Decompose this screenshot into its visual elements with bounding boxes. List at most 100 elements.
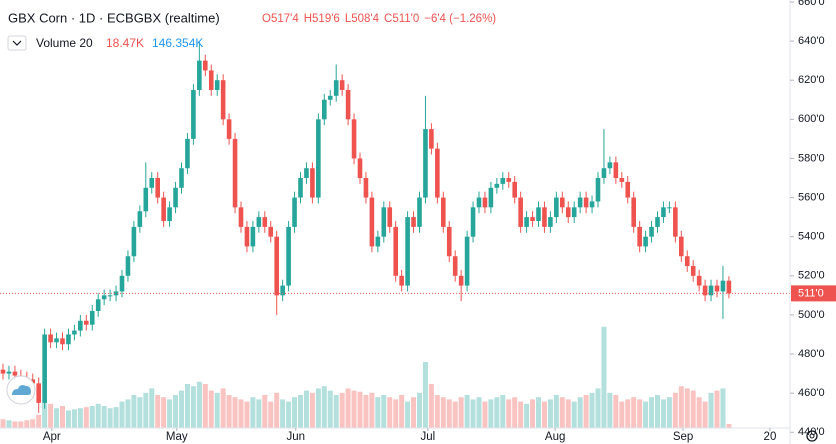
volume-bar xyxy=(393,399,399,428)
candle-body xyxy=(268,226,274,237)
candle-body xyxy=(405,217,410,286)
y-tick-label: 600'0 xyxy=(798,113,825,125)
candle-body xyxy=(220,80,226,120)
volume-bar xyxy=(214,392,220,428)
candle-body xyxy=(369,197,375,247)
candle-body xyxy=(173,187,178,208)
candle-body xyxy=(435,148,440,198)
volume-bar xyxy=(149,388,155,428)
candle-body xyxy=(333,80,339,96)
candle-body xyxy=(304,168,309,178)
volume-bar xyxy=(24,420,30,428)
volume-bar xyxy=(631,397,637,428)
candle-body xyxy=(702,285,708,296)
candle-body xyxy=(607,162,613,169)
quote-item: O517'4 xyxy=(262,13,299,25)
candle-body xyxy=(643,236,648,247)
volume-bar xyxy=(666,397,672,428)
volume-bar xyxy=(131,395,137,428)
volume-bar xyxy=(476,397,482,428)
volume-bar xyxy=(381,395,387,428)
candle-body xyxy=(179,168,184,188)
candle-body xyxy=(357,158,363,178)
candle-body xyxy=(131,226,137,257)
candle-body xyxy=(375,236,381,247)
volume-bar xyxy=(18,421,24,428)
candle-body xyxy=(119,275,125,292)
volume-bar xyxy=(256,399,262,428)
candle-body xyxy=(667,207,672,209)
volume-bar xyxy=(417,392,422,428)
candle-body xyxy=(661,207,666,218)
y-tick-label: 560'0 xyxy=(798,191,825,203)
candle-body xyxy=(149,177,155,188)
y-tick-label: 440'0 xyxy=(798,426,825,438)
settings-icon-core xyxy=(809,433,815,439)
candle-body xyxy=(274,236,279,296)
volume-bar xyxy=(36,414,42,428)
volume-bar xyxy=(155,395,161,428)
volume-bar xyxy=(702,401,708,428)
volume-bar xyxy=(643,401,649,428)
volume-bar xyxy=(30,419,36,428)
volume-bar xyxy=(232,397,238,428)
volume-bar xyxy=(89,406,95,428)
candle-body xyxy=(464,236,470,286)
candle-body xyxy=(310,168,315,198)
candle-body xyxy=(60,338,65,345)
volume-bar xyxy=(12,421,18,428)
candle-body xyxy=(381,207,387,237)
candle-body xyxy=(113,291,119,296)
volume-bar xyxy=(60,406,65,428)
volume-bar xyxy=(464,395,470,428)
candle-body xyxy=(78,320,83,331)
volume-bar xyxy=(422,362,428,428)
volume-bar xyxy=(250,397,256,428)
volume-bar xyxy=(684,388,690,428)
volume-bar xyxy=(173,395,179,428)
y-tick-label: 500'0 xyxy=(798,309,825,321)
volume-bar xyxy=(601,326,607,428)
volume-bar xyxy=(571,401,577,428)
volume-bar xyxy=(83,407,89,428)
candle-body xyxy=(167,207,172,222)
x-tick-label: Jul xyxy=(420,431,435,443)
volume-bar xyxy=(672,392,678,428)
volume-bar xyxy=(137,397,143,428)
settings-icon[interactable] xyxy=(806,430,818,442)
candle-body xyxy=(322,99,327,120)
candle-body xyxy=(571,207,577,218)
candle-body xyxy=(684,256,690,267)
candle-body xyxy=(524,217,529,227)
axes: 440'0 460'0 480'0 500'0 520'0 540'0 560'0 580'0… xyxy=(43,0,836,443)
candle-body xyxy=(625,181,631,198)
volume-bar xyxy=(446,399,452,428)
candle-body xyxy=(107,295,113,297)
y-tick-label: 640'0 xyxy=(798,35,825,47)
candle-body xyxy=(226,119,232,139)
volume-bar xyxy=(512,397,518,428)
volume-bar xyxy=(226,395,232,428)
candle-body xyxy=(613,162,619,178)
y-tick-label: 620'0 xyxy=(798,74,825,86)
collapse-button[interactable] xyxy=(7,35,27,51)
candle-body xyxy=(161,197,166,222)
candle-body xyxy=(518,197,523,227)
candle-body xyxy=(316,119,321,198)
candle-body xyxy=(631,197,636,227)
volume-bar xyxy=(292,397,298,428)
candle-body xyxy=(423,129,428,198)
candle-body xyxy=(482,197,488,208)
candle-body xyxy=(12,371,18,376)
volume-bar xyxy=(196,381,202,428)
candle-body xyxy=(494,183,500,188)
volume-bar xyxy=(387,397,393,428)
collapse-icon xyxy=(12,40,22,46)
candle-body xyxy=(696,275,702,286)
x-tick-label: Sep xyxy=(673,431,693,443)
candle-body xyxy=(548,217,553,227)
candle-body xyxy=(155,177,160,198)
candle-body xyxy=(720,280,726,292)
volume-bar xyxy=(101,406,107,428)
volume-ma: 146.354K xyxy=(152,36,203,50)
